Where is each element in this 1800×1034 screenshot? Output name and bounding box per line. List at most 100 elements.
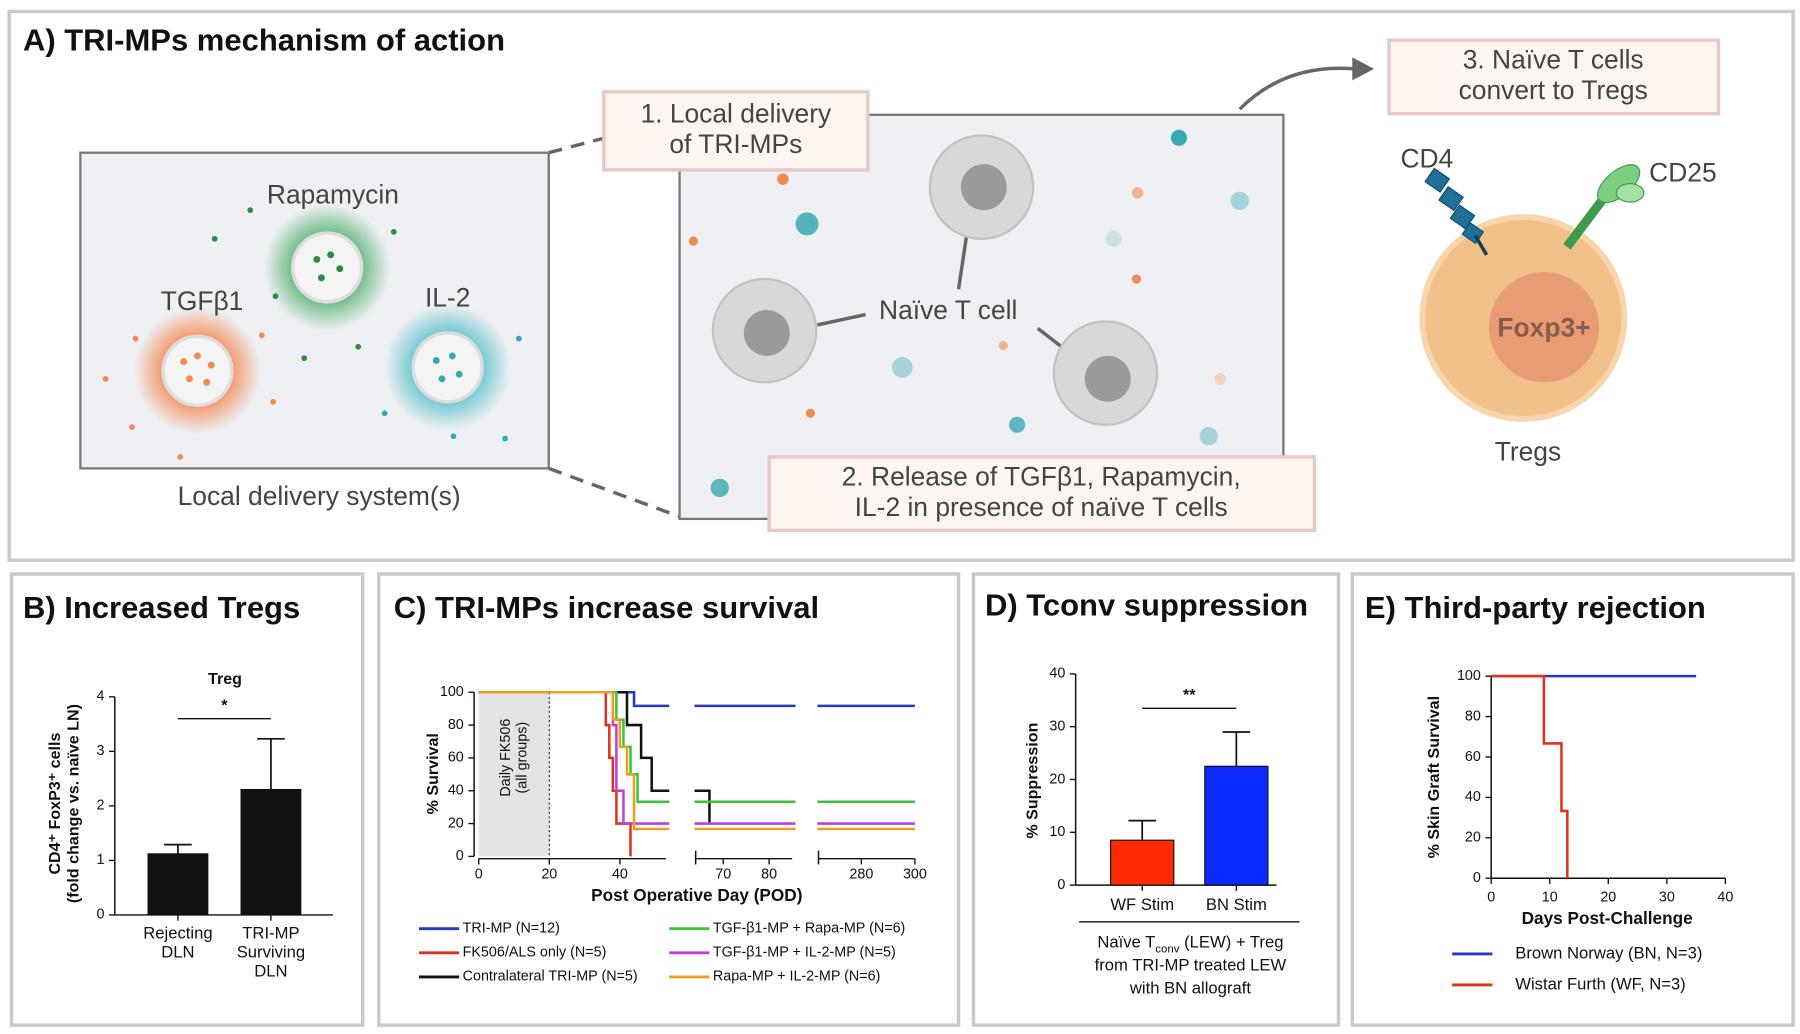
y-tick-label: 10 [1049,824,1065,840]
caption-part: conv [1155,944,1179,956]
dots [211,207,397,362]
y-tick-label: 0 [1473,870,1481,886]
x-tick-label: 20 [1600,890,1616,906]
dot [102,375,109,382]
x-tick-label: 10 [1542,890,1558,906]
dot [211,235,218,242]
x-tick-label: 70 [715,867,731,883]
y-tick-label: 3 [96,743,104,759]
x-tick-label: 40 [612,867,628,883]
domain [1615,183,1645,203]
dot [438,375,446,383]
dot [516,335,522,342]
y-tick-label: 2 [96,798,104,814]
y-tick-label: 40 [1049,666,1065,682]
y-tick-label: 1 [96,852,104,868]
panel-frame [9,572,365,1027]
caption: with BN allograft [1129,979,1251,998]
arrow-head [1352,57,1375,81]
legend-label: TRI-MP (N=12) [463,920,560,936]
y-tick-label: 0 [456,848,464,864]
significance-label: * [221,696,228,714]
legend-label: TGF-β1-MP + Rapa-MP (N=6) [713,920,905,936]
arrow [1238,66,1355,111]
dot [502,435,508,442]
y-tick-label: 80 [448,717,464,733]
step-box [602,90,870,172]
foxp3-label: Foxp3+ [1497,312,1590,342]
y-axis-label: % Survival [424,733,442,814]
y-tick-label: 40 [1465,789,1481,805]
microparticle [161,334,234,407]
step-box [767,455,1317,533]
dot [313,256,321,263]
y-axis-label: % Suppression [1023,723,1041,839]
dot [1131,187,1144,199]
agent-label: Rapamycin [267,179,399,209]
step-label: 3. Naïve T cells convert to Tregs [1459,45,1648,105]
dot [381,410,388,417]
dot [327,251,335,259]
y-tick-label: 20 [1049,771,1065,787]
survival-line [1491,674,1569,879]
caption: Naïve Tconv (LEW) + Treg [1097,933,1283,956]
x-tick-label: 80 [761,867,777,883]
shaded-region [478,692,550,857]
y-tick-label: 60 [448,750,464,766]
survival-line [478,690,632,857]
cells [711,134,1159,426]
survival-line [478,690,915,831]
x-tick-label: TRI-MP Surviving DLN [237,924,305,981]
dot [795,212,819,236]
dot [710,478,729,498]
panel-a: A) TRI-MPs mechanism of action Rapamyci [23,23,1721,533]
dot [272,293,279,300]
dot [336,265,344,273]
x-tick-label: 20 [541,867,557,883]
legend-label: FK506/ALS only (N=5) [463,945,607,961]
cell-label: Naïve T cell [879,295,1017,325]
step-label: 2. Release of TGFβ1, Rapamycin, IL-2 in p… [842,461,1241,521]
microparticle [411,331,484,404]
x-tick-label: BN Stim [1206,895,1267,914]
caption: from TRI-MP treated LEW [1095,956,1287,975]
nucleus [1084,355,1131,402]
x-axis-label: Days Post-Challenge [1522,908,1693,928]
panel-title: E) Third-party rejection [1365,590,1706,625]
zoom-line [548,466,681,519]
dot [1170,129,1187,146]
y-tick-label: 20 [448,815,464,831]
y-tick-label: 80 [1465,708,1481,724]
x-tick-label: 0 [1487,890,1495,906]
panel-frames [7,9,1795,1027]
nucleus [743,309,790,356]
nucleus [960,164,1007,211]
y-axis-label: % Skin Graft Survival [1425,696,1443,858]
panel-title: C) TRI-MPs increase survival [394,590,819,625]
bar [147,853,209,916]
panel-frame [971,572,1341,1027]
caption-part: (LEW) + Treg [1180,933,1284,952]
box-caption: Local delivery system(s) [178,481,461,511]
legend-label: TGF-β1-MP + IL-2-MP (N=5) [713,945,896,961]
treg-nucleus [1488,272,1600,383]
caption-part: from TRI-MP treated LEW [1095,956,1287,975]
caption-part: with BN allograft [1129,979,1251,998]
dot [450,433,457,440]
y-tick-label: 100 [440,684,464,700]
dot [185,375,193,383]
domain [1424,167,1451,193]
dot [1105,230,1122,247]
dot [1131,274,1142,284]
x-tick-label: Rejecting DLN [143,924,212,962]
y-tick-label: 0 [1057,877,1065,893]
pointer [1036,326,1065,350]
y-tick-label: 40 [448,783,464,799]
x-tick-label: 0 [475,867,483,883]
dot [455,370,463,378]
bar [1110,839,1175,886]
agent-label: IL-2 [425,283,470,313]
pointer [816,312,866,327]
